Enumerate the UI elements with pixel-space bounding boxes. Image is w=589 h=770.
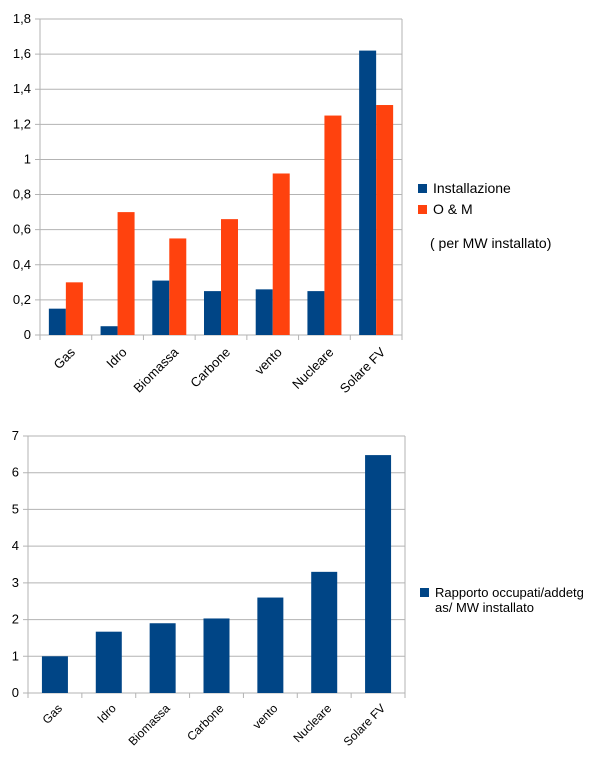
bar-o-m-carbone <box>221 219 238 335</box>
y-tick-label: 4 <box>12 538 19 553</box>
y-tick-label: 0,4 <box>13 257 31 272</box>
category-label-carbone: Carbone <box>184 701 227 744</box>
bar-o-m-idro <box>117 212 135 335</box>
y-tick-label: 5 <box>12 501 19 516</box>
category-label-nucleare: Nucleare <box>290 701 334 745</box>
bar-o-m-biomassa <box>169 238 187 335</box>
y-tick-label: 1 <box>12 648 19 663</box>
y-tick-label: 0,8 <box>13 187 31 202</box>
bar-o-m-vento <box>272 173 290 335</box>
bar-rapporto-occupati-ad-idro <box>95 631 122 693</box>
legend-chart1: Installazione O & M ( per MW installato) <box>418 180 551 252</box>
legend-swatch-om <box>418 205 427 214</box>
bar-rapporto-occupati-ad-gas <box>41 656 68 693</box>
y-tick-label: 1,8 <box>13 11 31 26</box>
bar-installazione-gas <box>48 308 66 335</box>
bar-rapporto-occupati-ad-biomassa <box>149 623 176 693</box>
bar-o-m-gas <box>65 282 83 335</box>
category-label-gas: Gas <box>40 701 65 726</box>
legend-swatch-rapporto <box>420 588 429 597</box>
y-tick-label: 0,2 <box>13 292 31 307</box>
y-tick-label: 2 <box>12 612 19 627</box>
bar-installazione-biomassa <box>152 280 170 335</box>
bar-o-m-nucleare <box>324 115 342 335</box>
category-label-biomassa: Biomassa <box>126 701 173 748</box>
bar-rapporto-occupati-ad-nucleare <box>311 571 338 693</box>
y-tick-label: 1,2 <box>13 116 31 131</box>
bar-installazione-solare-fv <box>359 50 377 335</box>
y-tick-label: 0 <box>24 327 31 342</box>
chart1-annotation: ( per MW installato) <box>430 235 552 251</box>
legend-swatch-installazione <box>418 184 427 193</box>
y-tick-label: 7 <box>12 428 19 443</box>
bar-installazione-carbone <box>204 291 221 335</box>
bar-installazione-idro <box>100 326 118 335</box>
legend-chart2: Rapporto occupati/addetgas/ MW installat… <box>420 585 585 615</box>
legend-item-installazione: Installazione <box>418 180 551 197</box>
category-label-solare-fv: Solare FV <box>341 701 389 749</box>
y-tick-label: 0,6 <box>13 222 31 237</box>
legend-item-rapporto: Rapporto occupati/addetgas/ MW installat… <box>420 585 585 615</box>
y-tick-label: 1,6 <box>13 46 31 61</box>
y-tick-label: 1,4 <box>13 81 31 96</box>
bar-installazione-nucleare <box>307 291 325 335</box>
y-tick-label: 6 <box>12 465 19 480</box>
bar-rapporto-occupati-ad-solare-fv <box>365 455 392 693</box>
y-tick-label: 3 <box>12 575 19 590</box>
legend-label-om: O & M <box>433 201 473 217</box>
legend-item-om: O & M <box>418 201 551 218</box>
bar-o-m-solare-fv <box>376 105 394 336</box>
legend-label-installazione: Installazione <box>433 180 511 196</box>
bar-installazione-vento <box>255 289 273 335</box>
legend-label-rapporto: Rapporto occupati/addetgas/ MW installat… <box>435 585 584 615</box>
category-label-idro: Idro <box>94 701 119 726</box>
bar-rapporto-occupati-ad-carbone <box>203 618 230 693</box>
bar-rapporto-occupati-ad-vento <box>257 597 284 693</box>
y-tick-label: 1 <box>24 151 31 166</box>
y-tick-label: 0 <box>12 685 19 700</box>
category-label-vento: vento <box>250 701 281 732</box>
